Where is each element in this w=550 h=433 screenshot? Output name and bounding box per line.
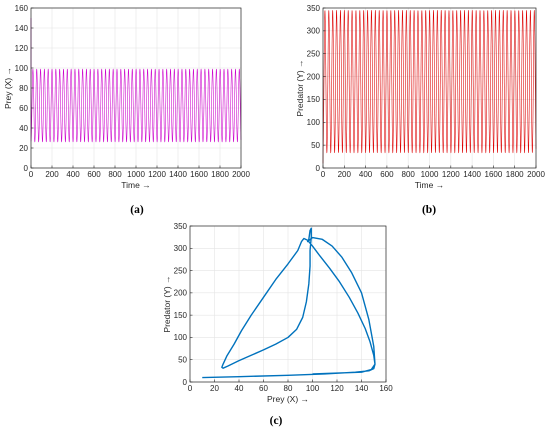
series-line-b-0 — [322, 10, 537, 164]
y-tick-label: 350 — [307, 4, 321, 13]
y-tick-label: 160 — [15, 4, 29, 13]
y-tick-label: 350 — [174, 222, 188, 231]
y-tick-label: 0 — [316, 164, 321, 173]
y-tick-label: 150 — [174, 311, 188, 320]
x-tick-label: 800 — [108, 170, 122, 179]
x-tick-label: 2000 — [232, 170, 250, 179]
x-tick-label: 600 — [380, 170, 394, 179]
y-tick-label: 20 — [19, 144, 28, 153]
x-tick-label: 1400 — [169, 170, 187, 179]
x-tick-label: 1200 — [442, 170, 460, 179]
y-tick-label: 50 — [311, 141, 320, 150]
y-tick-label: 300 — [307, 27, 321, 36]
x-tick-label: 200 — [338, 170, 352, 179]
y-tick-label: 0 — [183, 378, 188, 387]
y-tick-label: 150 — [307, 95, 321, 104]
x-tick-label: 400 — [359, 170, 373, 179]
series-line-c-0 — [202, 227, 376, 379]
subfigure-caption: (a) — [130, 204, 144, 216]
y-tick-label: 0 — [24, 164, 29, 173]
y-tick-label: 100 — [174, 333, 188, 342]
y-tick-label: 100 — [307, 118, 321, 127]
x-tick-label: 20 — [210, 384, 219, 393]
y-tick-label: 100 — [15, 64, 29, 73]
x-tick-label: 400 — [66, 170, 80, 179]
x-tick-label: 40 — [235, 384, 244, 393]
x-tick-label: 1000 — [421, 170, 439, 179]
y-tick-label: 200 — [174, 289, 188, 298]
x-tick-label: 160 — [379, 384, 393, 393]
x-tick-label: 1600 — [485, 170, 503, 179]
y-tick-label: 60 — [19, 104, 28, 113]
subfigure-caption: (c) — [270, 415, 283, 427]
x-tick-label: 60 — [259, 384, 268, 393]
x-axis-label: Time → — [415, 180, 444, 190]
x-tick-label: 2000 — [527, 170, 545, 179]
y-axis-label: Predator (Y) → — [295, 59, 305, 116]
y-tick-label: 120 — [15, 44, 29, 53]
y-axis-label: Prey (X) → — [3, 67, 13, 109]
x-tick-label: 0 — [29, 170, 34, 179]
x-tick-label: 1800 — [506, 170, 524, 179]
y-tick-label: 250 — [174, 266, 188, 275]
y-tick-label: 140 — [15, 24, 29, 33]
chart-a: 0 200 400 600 800 1000 1200 1400 1600 1800 2000 0 20… — [3, 4, 250, 216]
x-tick-label: 140 — [355, 384, 369, 393]
y-axis-label: Predator (Y) → — [162, 275, 172, 332]
x-tick-label: 1400 — [463, 170, 481, 179]
y-tick-label: 200 — [307, 72, 321, 81]
x-tick-label: 100 — [306, 384, 320, 393]
y-tick-label: 300 — [174, 244, 188, 253]
x-tick-label: 120 — [330, 384, 344, 393]
y-tick-label: 80 — [19, 84, 28, 93]
x-tick-label: 0 — [188, 384, 193, 393]
subfigure-caption: (b) — [422, 204, 436, 216]
x-tick-label: 1800 — [211, 170, 229, 179]
y-tick-label: 250 — [307, 50, 321, 59]
y-tick-label: 50 — [178, 356, 187, 365]
x-tick-label: 600 — [87, 170, 101, 179]
y-tick-label: 40 — [19, 124, 28, 133]
x-tick-label: 0 — [321, 170, 326, 179]
chart-b: 0 200 400 600 800 1000 1200 1400 1600 1800 2000 0 50… — [295, 4, 545, 216]
series-line-a-0 — [30, 17, 242, 143]
x-tick-label: 80 — [284, 384, 293, 393]
x-tick-label: 1600 — [190, 170, 208, 179]
x-tick-label: 1200 — [148, 170, 166, 179]
x-tick-label: 800 — [402, 170, 416, 179]
x-axis-label: Prey (X) → — [267, 394, 309, 404]
chart-c: 0 20 40 60 80 100 120 140 160 0 50 100 150 200 250 300 3… — [162, 222, 393, 427]
x-tick-label: 1000 — [127, 170, 145, 179]
x-tick-label: 200 — [45, 170, 59, 179]
x-axis-label: Time → — [121, 180, 150, 190]
